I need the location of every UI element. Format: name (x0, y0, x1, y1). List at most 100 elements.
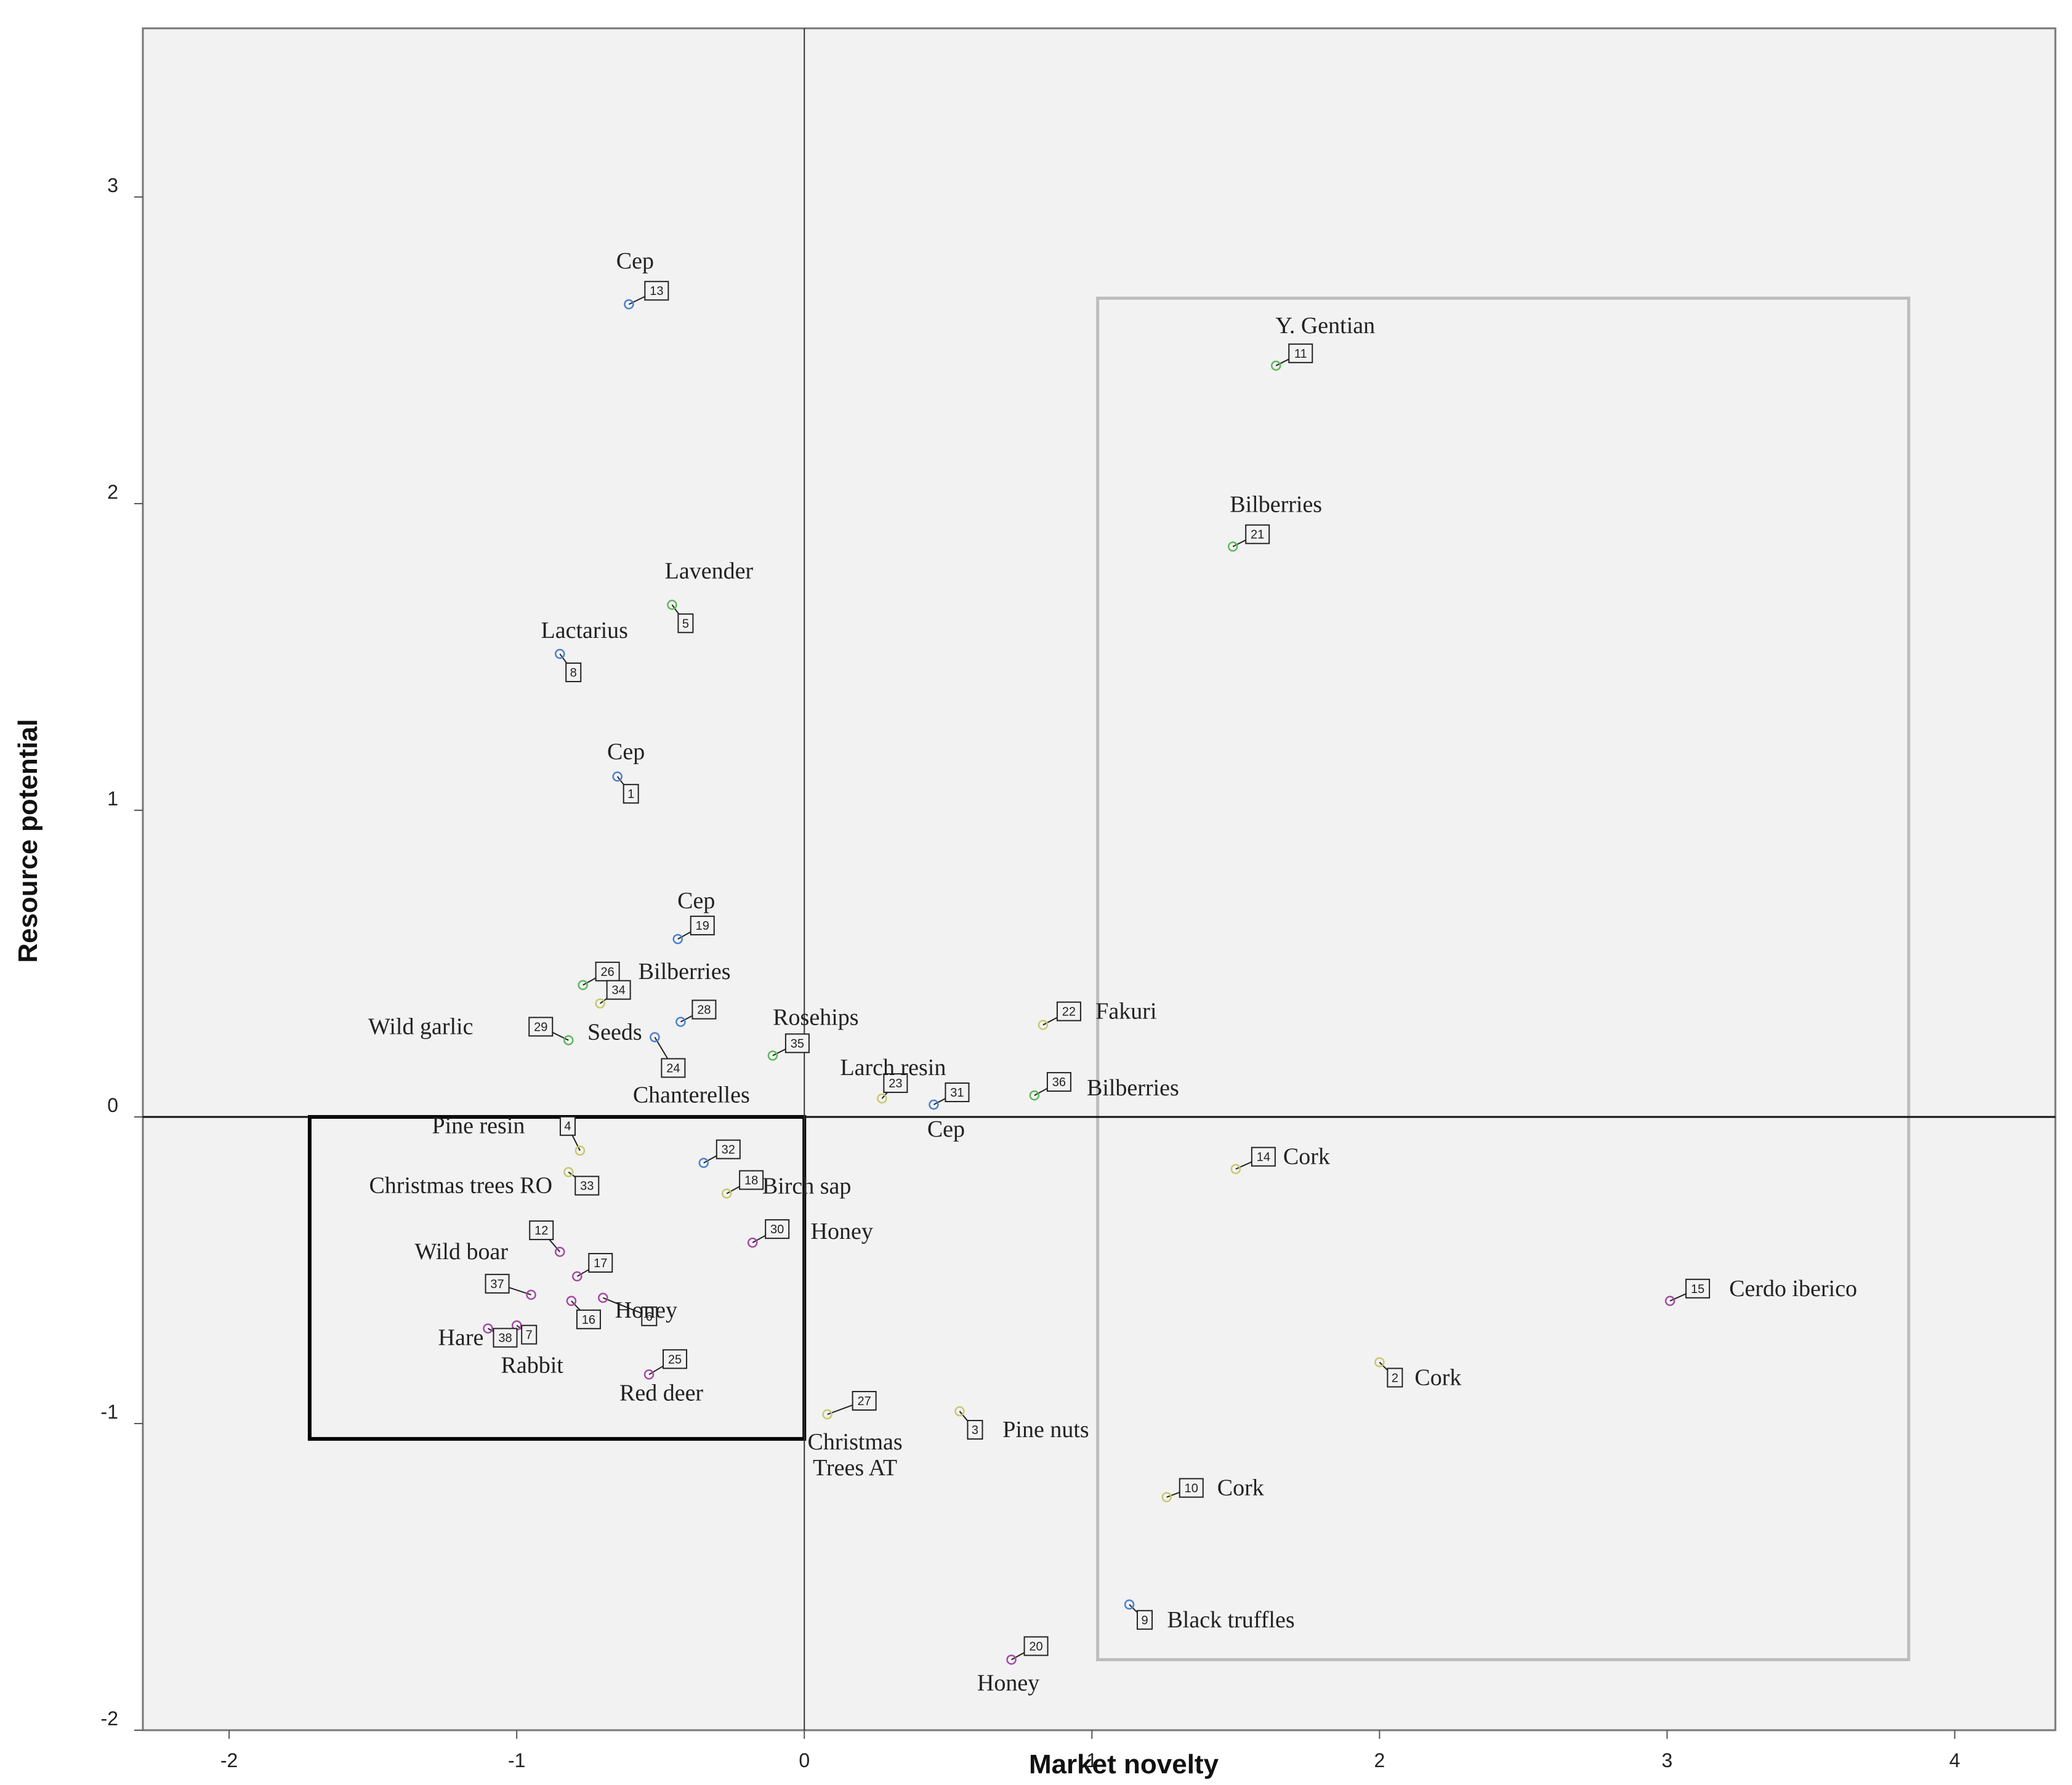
point-id-box (883, 1073, 908, 1094)
x-tick-label: 3 (1662, 1749, 1673, 1771)
point-id-box (485, 1273, 510, 1294)
point-name-label: Wild garlic (368, 1013, 473, 1039)
point-id-box (1046, 1072, 1071, 1092)
point-name-label: Wild boar (415, 1239, 509, 1265)
point-id-box (739, 1170, 764, 1190)
point-id-box (606, 980, 631, 1000)
point-id: 20 (1029, 1640, 1042, 1653)
data-point (1227, 541, 1238, 552)
point-id-box (784, 1033, 810, 1054)
x-tick-label: 4 (1949, 1749, 1961, 1771)
point-id: 13 (650, 284, 663, 298)
point-id: 35 (791, 1037, 804, 1050)
data-point (554, 648, 565, 659)
point-name-label: Birch sap (762, 1173, 852, 1199)
point-id: 16 (582, 1313, 595, 1327)
point-name-label: Bilberries (1230, 492, 1322, 518)
point-id-box (1685, 1278, 1711, 1299)
data-point (675, 1017, 686, 1027)
zero-axes (143, 28, 2055, 1730)
y-tick-label: 1 (107, 788, 118, 810)
data-point (483, 1323, 493, 1334)
y-tick-label: -2 (101, 1707, 118, 1730)
point-id-box (677, 613, 694, 634)
point-id-box (1288, 343, 1313, 363)
point-id-box (945, 1082, 970, 1103)
point-name-label: Lavender (665, 558, 754, 584)
point-id: 15 (1691, 1283, 1704, 1296)
point-id-box (1251, 1146, 1276, 1167)
point-name-label: Cep (677, 888, 715, 914)
point-name-label: Lactarius (541, 618, 628, 643)
point-id-box (765, 1219, 790, 1239)
point-id-box (1387, 1368, 1403, 1388)
point-name-label: Cep (927, 1116, 965, 1142)
x-tick-label: -2 (220, 1749, 238, 1771)
point-name-label: Cep (616, 248, 654, 274)
y-tick-label: 3 (107, 174, 118, 196)
point-id: 3 (972, 1424, 978, 1437)
data-point (954, 1406, 965, 1417)
point-id: 8 (570, 666, 577, 680)
point-id-box (565, 662, 582, 682)
point-id-box (644, 281, 669, 301)
point-id-box (661, 1058, 686, 1078)
data-point (1664, 1295, 1675, 1307)
data-point (650, 1032, 660, 1042)
data-point (566, 1295, 577, 1307)
point-id: 2 (1392, 1371, 1398, 1385)
x-tick-label: 2 (1374, 1749, 1385, 1771)
data-point (574, 1145, 586, 1156)
point-id: 26 (600, 965, 614, 979)
point-name-label: Rabbit (501, 1353, 564, 1379)
point-id-box (623, 784, 639, 804)
point-id: 32 (722, 1143, 735, 1157)
point-id-box (559, 1116, 576, 1136)
point-name-label: Cerdo iberico (1729, 1276, 1857, 1302)
point-id: 36 (1052, 1076, 1066, 1089)
point-name-label: Pine nuts (1002, 1417, 1089, 1443)
point-id: 12 (534, 1224, 548, 1238)
point-id: 14 (1257, 1151, 1270, 1164)
point-name-label: Trees AT (813, 1455, 897, 1481)
point-name-label: Hare (438, 1325, 484, 1351)
data-point (643, 1369, 655, 1380)
point-id-box (1137, 1610, 1153, 1630)
x-tick-label: -1 (508, 1749, 525, 1771)
point-id-box (521, 1324, 538, 1345)
point-id: 21 (1251, 528, 1264, 542)
y-tick-label: 2 (107, 481, 118, 503)
data-point (572, 1271, 582, 1282)
point-id-box (691, 999, 717, 1020)
data-point (1270, 360, 1281, 371)
point-id-box (716, 1139, 741, 1159)
point-id: 9 (1141, 1614, 1148, 1627)
point-name-label: Y. Gentian (1275, 313, 1375, 339)
point-id-box (588, 1252, 613, 1273)
y-axis-title: Resource potential (13, 719, 43, 963)
data-point (563, 1167, 574, 1177)
point-id: 24 (666, 1062, 680, 1075)
point-id-box (690, 916, 715, 936)
x-tick-label: 0 (799, 1749, 810, 1771)
data-point (822, 1409, 832, 1420)
point-name-label: Larch resin (840, 1055, 946, 1081)
data-point (1374, 1357, 1385, 1368)
point-id-box (967, 1420, 983, 1440)
data-point (1230, 1164, 1241, 1174)
point-id-box (1023, 1636, 1049, 1656)
data-point (721, 1188, 732, 1199)
data-point (672, 933, 683, 945)
data-point (929, 1099, 939, 1110)
data-point (1029, 1090, 1040, 1101)
point-id: 23 (889, 1077, 902, 1090)
point-name-label: Christmas (808, 1429, 903, 1455)
point-id: 4 (564, 1120, 571, 1134)
point-name-label: Cork (1414, 1364, 1461, 1390)
data-point (877, 1093, 887, 1104)
point-id-box (641, 1306, 658, 1326)
point-id: 7 (526, 1329, 533, 1342)
point-name-label: Honey (977, 1670, 1039, 1696)
point-name-label: Rosehips (773, 1004, 858, 1030)
